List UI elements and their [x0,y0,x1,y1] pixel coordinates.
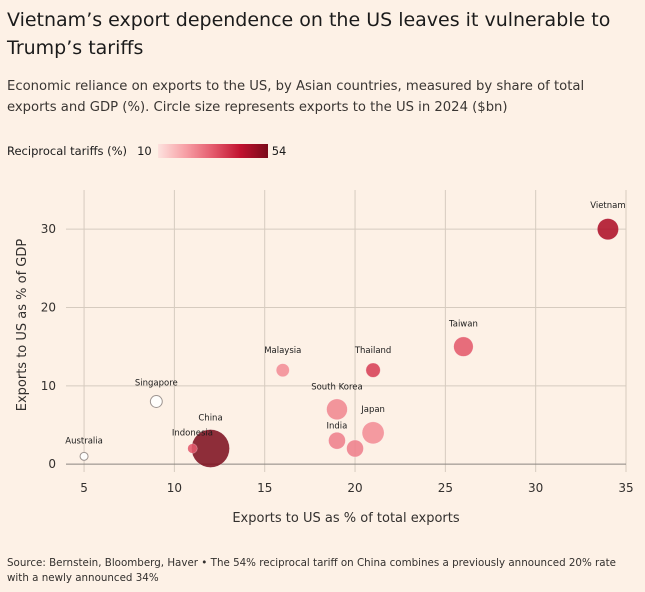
source-note: Source: Bernstein, Bloomberg, Haver • Th… [7,557,616,584]
bubble-malaysia [275,363,290,378]
x-tick-label: 10 [167,481,182,495]
point-label: Japan [360,405,385,415]
bubble-thailand [365,362,381,378]
bubble-taiwan [453,336,474,357]
chart-subtitle: Economic reliance on exports to the US, … [7,79,585,115]
x-tick-label: 25 [438,481,453,495]
legend-color-scale [157,144,268,158]
y-axis-label: Exports to US as % of GDP [15,239,30,412]
point-label: Singapore [135,379,178,389]
bubble-australia [79,451,89,461]
bubble-layer [79,218,619,468]
bubble-south-korea [326,398,348,421]
y-tick-label: 0 [48,457,56,471]
bubble-india [328,431,346,450]
chart-title: Vietnam’s export dependence on the US le… [7,9,611,59]
legend-min-label: 10 [137,144,152,158]
point-label: India [327,422,348,432]
y-tick-label: 10 [41,379,56,393]
x-tick-label: 20 [347,481,362,495]
x-tick-label: 30 [528,481,543,495]
bubble-singapore [149,395,163,408]
x-tick-label: 5 [80,481,88,495]
point-label: Indonesia [172,429,213,439]
point-label: Australia [65,436,103,446]
tick-layer: 5 10 15 20 25 30 35 0 10 20 30 [41,222,634,495]
point-label: Taiwan [448,320,478,330]
y-tick-label: 20 [41,301,56,315]
bubble-india [346,439,364,458]
point-label: Vietnam [590,201,625,211]
scatter-chart: 5 10 15 20 25 30 35 0 10 20 30 Vietnam Taiwan Thaila… [15,190,634,526]
bubble-japan [361,421,385,445]
label-layer: Vietnam Taiwan Thailand Malaysia Singapore So… [65,201,625,446]
point-label: South Korea [311,382,363,392]
point-label: Malaysia [264,346,301,356]
bubble-vietnam [597,218,619,241]
grid-layer [66,190,627,472]
bubble-indonesia [187,443,198,454]
x-tick-label: 35 [618,481,633,495]
legend-max-label: 54 [271,144,287,158]
point-label: Thailand [354,346,392,356]
x-tick-label: 15 [257,481,272,495]
point-label: China [198,414,222,424]
y-tick-label: 30 [41,222,56,236]
legend-title: Reciprocal tariffs (%) [7,144,128,158]
tariff-legend: Reciprocal tariffs (%) 10 54 [7,142,286,160]
x-axis-label: Exports to US as % of total exports [232,511,460,526]
